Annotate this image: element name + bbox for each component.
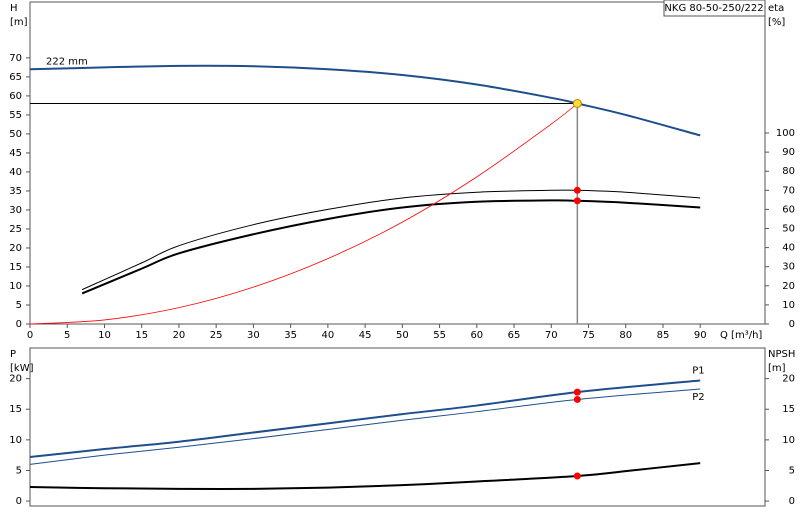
y-tick-label: 40: [9, 167, 22, 178]
y-tick-label: 15: [9, 262, 22, 273]
x-tick-label: 45: [359, 330, 372, 341]
x-tick-label: 25: [210, 330, 223, 341]
y-tick-label: 20: [9, 374, 22, 385]
y2-tick-label: 80: [782, 166, 795, 177]
y-tick-label: 15: [9, 404, 22, 415]
operating-marker: [573, 395, 581, 403]
x-tick-label: 55: [433, 330, 446, 341]
y-tick-label: 70: [9, 53, 22, 64]
y-tick-label: 10: [9, 281, 22, 292]
series-line: [81, 189, 701, 291]
series-line: [29, 388, 701, 465]
x-tick-label: 90: [694, 330, 707, 341]
y2-tick-label: 90: [782, 147, 795, 158]
y-tick-label: 20: [9, 243, 22, 254]
operating-marker: [573, 186, 581, 194]
y-axis-label: H: [10, 3, 18, 14]
chart-title: NKG 80-50-250/222: [664, 3, 763, 14]
y-tick-label: 60: [9, 91, 22, 102]
x-tick-label: 80: [619, 330, 632, 341]
y2-tick-label: 20: [782, 281, 795, 292]
series-line: [29, 379, 701, 459]
y-tick-label: 5: [16, 465, 22, 476]
curve-annotation: 222 mm: [46, 56, 88, 67]
plot-frame: [29, 1, 766, 325]
x-tick-label: 0: [27, 330, 33, 341]
y-tick-label: 45: [9, 148, 22, 159]
x-tick-label: 5: [64, 330, 70, 341]
operating-marker: [573, 197, 581, 205]
y2-tick-label: 70: [782, 185, 795, 196]
y-tick-label: 10: [9, 435, 22, 446]
y-axis-label: [m]: [10, 17, 28, 28]
series-line: [29, 103, 578, 325]
y2-tick-label: 10: [782, 435, 795, 446]
operating-marker: [573, 388, 581, 396]
y2-axis-label: [%]: [768, 17, 785, 28]
y2-tick-label: 20: [782, 374, 795, 385]
y2-axis-label: eta: [768, 3, 784, 14]
y-tick-label: 35: [9, 186, 22, 197]
x-tick-label: 70: [545, 330, 558, 341]
series-label: P1: [692, 365, 704, 376]
duty-point: [572, 99, 582, 109]
x-tick-label: 30: [247, 330, 260, 341]
y2-tick-label: 0: [789, 319, 795, 330]
y-tick-label: 25: [9, 224, 22, 235]
x-tick-label: 40: [322, 330, 335, 341]
x-tick-label: 65: [508, 330, 521, 341]
series-line: [29, 64, 701, 137]
x-tick-label: 20: [173, 330, 186, 341]
y2-tick-label: 50: [782, 224, 795, 235]
y-tick-label: 30: [9, 205, 22, 216]
y2-tick-label: 0: [789, 496, 795, 507]
operating-marker: [573, 472, 581, 480]
y2-tick-label: 40: [782, 243, 795, 254]
y2-tick-label: 100: [776, 128, 795, 139]
x-tick-label: 10: [98, 330, 111, 341]
y2-tick-label: 15: [782, 404, 795, 415]
y2-tick-label: 10: [782, 300, 795, 311]
y2-tick-label: 5: [789, 465, 795, 476]
x-tick-label: 60: [470, 330, 483, 341]
y-tick-label: 50: [9, 129, 22, 140]
plot-frame: [29, 347, 766, 507]
x-tick-label: 15: [135, 330, 148, 341]
x-tick-label: 35: [284, 330, 297, 341]
y-tick-label: 5: [16, 300, 22, 311]
y-tick-label: 55: [9, 110, 22, 121]
x-tick-label: 50: [396, 330, 409, 341]
y-axis-label: P: [10, 349, 16, 360]
y2-axis-label: NPSH: [768, 349, 795, 360]
y-tick-label: 65: [9, 72, 22, 83]
title-box: [663, 0, 766, 17]
x-axis-label: Q [m³/h]: [720, 330, 762, 341]
series-line: [29, 462, 701, 490]
series-line: [81, 199, 701, 295]
series-label: P2: [692, 392, 704, 403]
y2-tick-label: 60: [782, 204, 795, 215]
x-tick-label: 75: [582, 330, 595, 341]
x-tick-label: 85: [657, 330, 670, 341]
y-axis-label: [kW]: [10, 363, 34, 374]
y2-axis-label: [m]: [768, 363, 786, 374]
y-tick-label: 0: [16, 496, 22, 507]
y2-tick-label: 30: [782, 262, 795, 273]
y-tick-label: 0: [16, 319, 22, 330]
